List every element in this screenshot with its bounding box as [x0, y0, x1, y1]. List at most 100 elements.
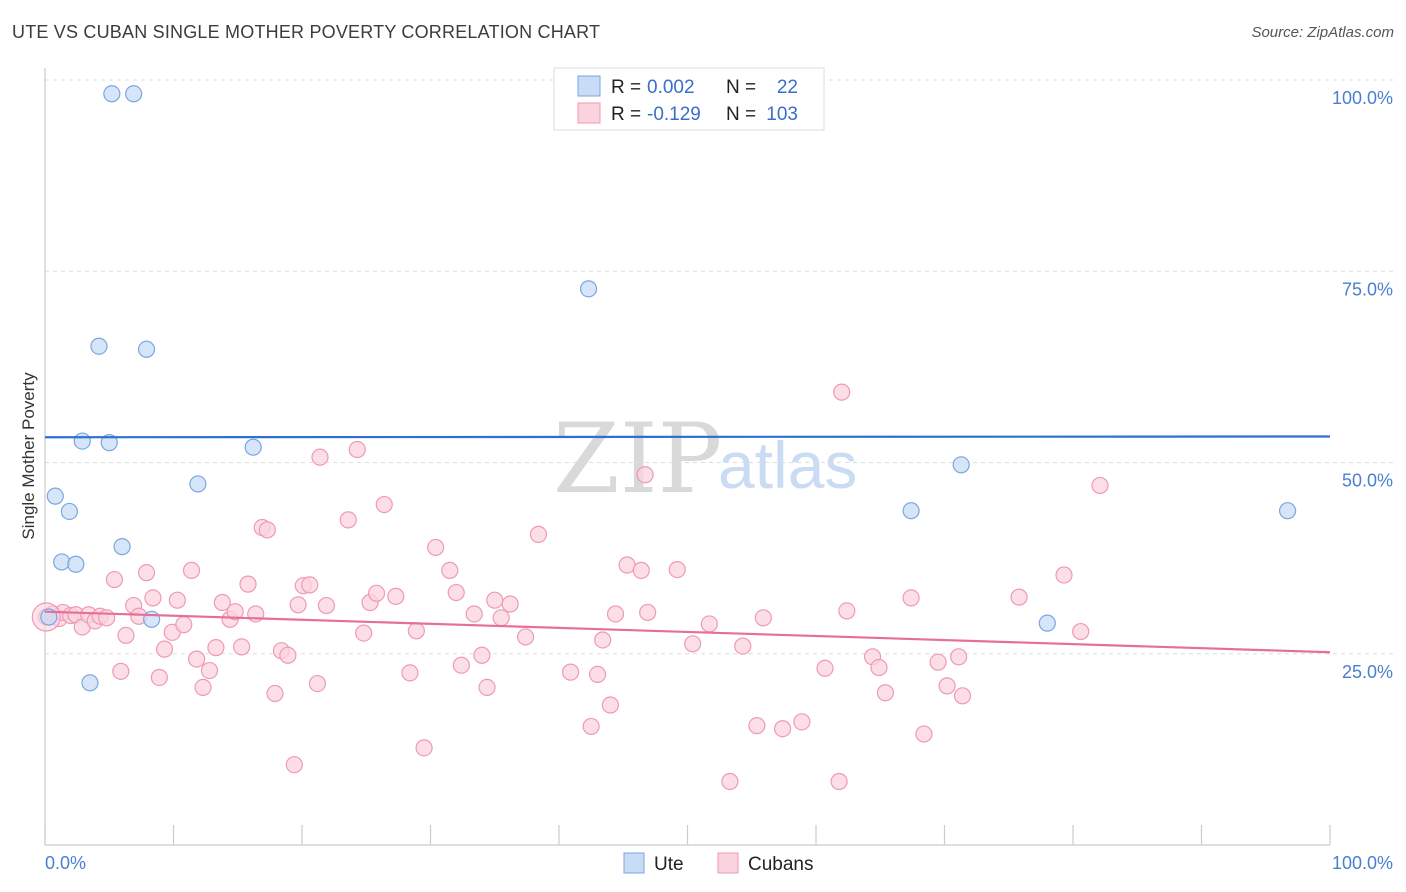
- cubans-point: [105, 570, 123, 589]
- cubans-point: [639, 603, 657, 622]
- cubans-point: [117, 626, 135, 644]
- cubans-point: [182, 561, 201, 579]
- cubans-point: [915, 725, 933, 743]
- cubans-point: [684, 635, 702, 653]
- cubans-point: [301, 576, 319, 594]
- y-axis-tick-labels: 25.0% 50.0% 75.0% 100.0%: [1332, 88, 1393, 682]
- cubans-point: [594, 631, 612, 649]
- cubans-point: [929, 653, 947, 671]
- bottom-legend-ute-label: Ute: [654, 854, 684, 875]
- cubans-trendline: [44, 610, 1331, 654]
- ute-point: [100, 434, 118, 452]
- cubans-point: [1010, 588, 1028, 606]
- ute-point: [244, 438, 262, 456]
- ute-point: [952, 456, 970, 474]
- cubans-point: [289, 596, 307, 614]
- cubans-point: [308, 674, 327, 693]
- legend-cubans-swatch: [577, 102, 601, 124]
- cubans-point: [516, 628, 535, 646]
- cubans-point: [492, 609, 510, 627]
- cubans-point: [98, 609, 116, 627]
- cubans-point: [478, 678, 496, 697]
- ute-point: [67, 555, 85, 573]
- cubans-point: [876, 684, 894, 702]
- cubans-point: [279, 646, 297, 664]
- y-tick-label: 25.0%: [1342, 662, 1393, 682]
- cubans-point: [447, 583, 465, 602]
- ute-point: [113, 538, 131, 556]
- cubans-point: [112, 662, 130, 680]
- cubans-point: [226, 603, 244, 621]
- cubans-point: [668, 560, 686, 579]
- cubans-point: [285, 756, 303, 774]
- cubans-point: [734, 637, 752, 655]
- watermark-zip: ZIP: [553, 403, 722, 515]
- cubans-points: [31, 383, 1109, 791]
- cubans-point: [588, 665, 607, 684]
- legend-ute-n-label: N =: [726, 77, 756, 98]
- cubans-point: [606, 605, 625, 623]
- cubans-point: [233, 638, 251, 656]
- ute-point: [53, 553, 71, 571]
- cubans-point: [830, 772, 848, 791]
- ute-points: [40, 85, 1297, 692]
- ute-point: [46, 487, 64, 505]
- cubans-point: [168, 591, 186, 609]
- cubans-point: [938, 677, 956, 695]
- trendlines: [44, 435, 1331, 654]
- cubans-point: [700, 615, 718, 633]
- cubans-point: [1055, 566, 1073, 584]
- chart-source: Source: ZipAtlas.com: [1251, 24, 1394, 41]
- ute-point: [902, 502, 920, 520]
- ute-point: [81, 674, 99, 692]
- legend-cubans-n-label: N =: [726, 104, 756, 125]
- bottom-legend-cubans-label: Cubans: [748, 854, 814, 875]
- cubans-point: [317, 596, 336, 615]
- legend-ute-swatch: [577, 75, 601, 97]
- cubans-point: [188, 650, 206, 668]
- cubans-point: [953, 687, 972, 705]
- cubans-point: [339, 511, 357, 529]
- legend-cubans-r-label: R =: [611, 104, 641, 125]
- cubans-point: [401, 664, 419, 682]
- series-legend: Ute Cubans: [623, 852, 814, 875]
- y-tick-label: 50.0%: [1342, 471, 1393, 491]
- y-axis-title: Single Mother Poverty: [19, 372, 38, 540]
- cubans-point: [311, 448, 329, 466]
- cubans-point: [902, 589, 920, 607]
- cubans-point: [950, 648, 968, 666]
- cubans-point: [721, 772, 739, 791]
- cubans-point: [427, 538, 445, 557]
- ute-point: [143, 610, 161, 628]
- ute-point: [103, 85, 121, 103]
- watermark-atlas: atlas: [718, 428, 857, 502]
- cubans-point: [1072, 622, 1090, 641]
- cubans-point: [833, 383, 851, 401]
- cubans-point: [387, 587, 405, 605]
- ute-point: [73, 432, 91, 450]
- cubans-point: [407, 622, 425, 640]
- ute-point: [125, 85, 143, 103]
- legend-ute-r-value: 0.002: [647, 77, 695, 98]
- cubans-point: [793, 713, 811, 731]
- bottom-legend-ute-swatch: [623, 852, 645, 874]
- cubans-point: [1091, 476, 1109, 495]
- y-tick-label: 100.0%: [1332, 88, 1393, 108]
- cubans-point: [636, 466, 654, 484]
- correlation-legend: R = 0.002 N = 22 R = -0.129 N = 103: [553, 67, 825, 131]
- cubans-point: [452, 656, 470, 674]
- x-tick-label-max: 100.0%: [1332, 853, 1393, 873]
- ute-trendline: [44, 435, 1331, 439]
- cubans-point: [501, 595, 519, 613]
- legend-cubans-r-value: -0.129: [647, 104, 701, 125]
- cubans-point: [144, 589, 162, 607]
- ute-point: [189, 475, 207, 493]
- cubans-point: [486, 591, 504, 609]
- cubans-point: [465, 605, 483, 623]
- cubans-point: [266, 684, 284, 703]
- cubans-point: [441, 561, 459, 579]
- ute-point: [90, 337, 108, 355]
- cubans-point: [838, 602, 856, 620]
- cubans-point: [415, 739, 433, 757]
